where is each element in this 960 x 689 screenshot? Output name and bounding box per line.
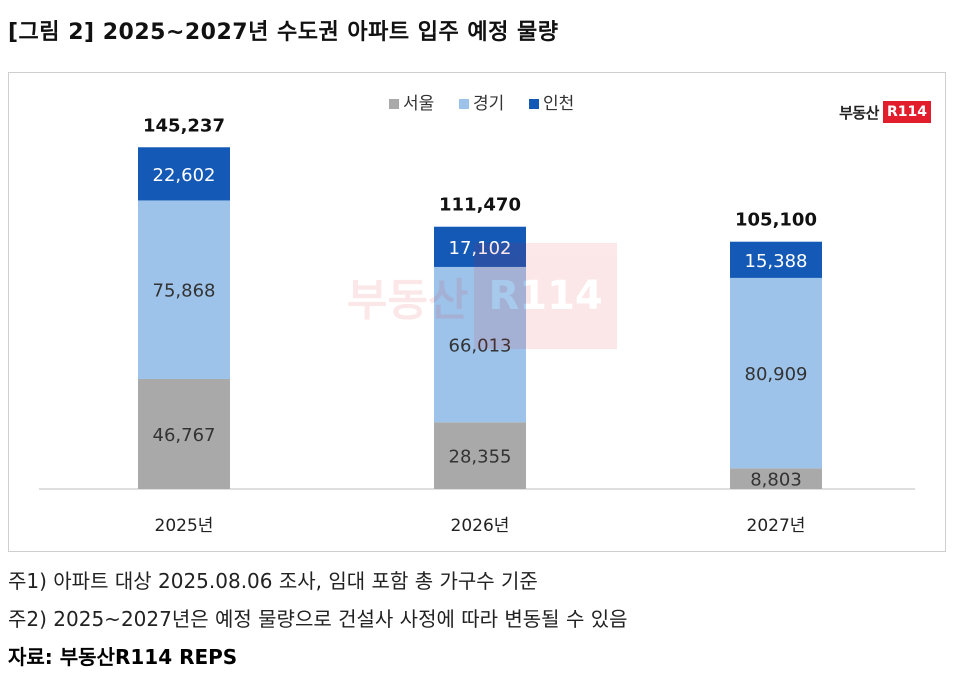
- bar-segment-경기: [434, 266, 526, 423]
- segment-value-label: 28,355: [449, 447, 512, 468]
- segment-value-label: 66,013: [449, 336, 512, 357]
- bar-segment-인천: [730, 241, 822, 278]
- legend-label: 서울: [403, 94, 434, 114]
- x-tick-label: 2026년: [451, 516, 510, 536]
- note-1: 주1) 아파트 대상 2025.08.06 조사, 임대 포함 총 가구수 기준: [8, 569, 538, 593]
- bar-segment-서울: [434, 422, 526, 489]
- bar-segment-경기: [730, 277, 822, 469]
- source-line: 자료: 부동산R114 REPS: [8, 645, 238, 669]
- figure-title: [그림 2] 2025~2027년 수도권 아파트 입주 예정 물량: [8, 20, 559, 45]
- note-2: 주2) 2025~2027년은 예정 물량으로 건설사 사정에 따라 변동될 수…: [8, 607, 628, 631]
- bar-segment-서울: [138, 378, 230, 489]
- segment-value-label: 46,767: [153, 425, 216, 446]
- segment-value-label: 75,868: [153, 281, 216, 302]
- bar-total-label: 145,237: [143, 115, 225, 136]
- brand-logo-box: R114: [882, 101, 931, 123]
- segment-value-label: 15,388: [745, 251, 808, 272]
- legend-swatch: [459, 99, 469, 109]
- bar-total-label: 105,100: [735, 210, 817, 231]
- bar-segment-서울: [730, 468, 822, 489]
- x-tick-label: 2025년: [155, 516, 214, 536]
- segment-value-label: 80,909: [745, 364, 808, 385]
- bar-segment-인천: [138, 147, 230, 201]
- brand-logo-text: 부동산: [839, 103, 879, 122]
- chart-notes: 주1) 아파트 대상 2025.08.06 조사, 임대 포함 총 가구수 기준…: [8, 562, 628, 676]
- stacked-bar-chart: 46,767 75,868 22,602 145,237 2025년 28,355 66,0…: [39, 94, 915, 536]
- segment-value-label: 17,102: [449, 238, 512, 259]
- segment-value-label: 22,602: [153, 165, 216, 186]
- bar-total-label: 111,470: [439, 195, 521, 216]
- brand-logo: 부동산 R114: [839, 101, 931, 123]
- chart-frame: 46,767 75,868 22,602 145,237 2025년 28,355 66,0…: [8, 72, 946, 552]
- legend-label: 경기: [473, 94, 504, 114]
- bar-segment-경기: [138, 200, 230, 379]
- bar-segment-인천: [434, 226, 526, 267]
- legend-swatch: [389, 99, 399, 109]
- segment-value-label: 8,803: [750, 470, 802, 491]
- x-tick-label: 2027년: [747, 516, 806, 536]
- legend-label: 인천: [543, 94, 574, 114]
- legend-swatch: [529, 99, 539, 109]
